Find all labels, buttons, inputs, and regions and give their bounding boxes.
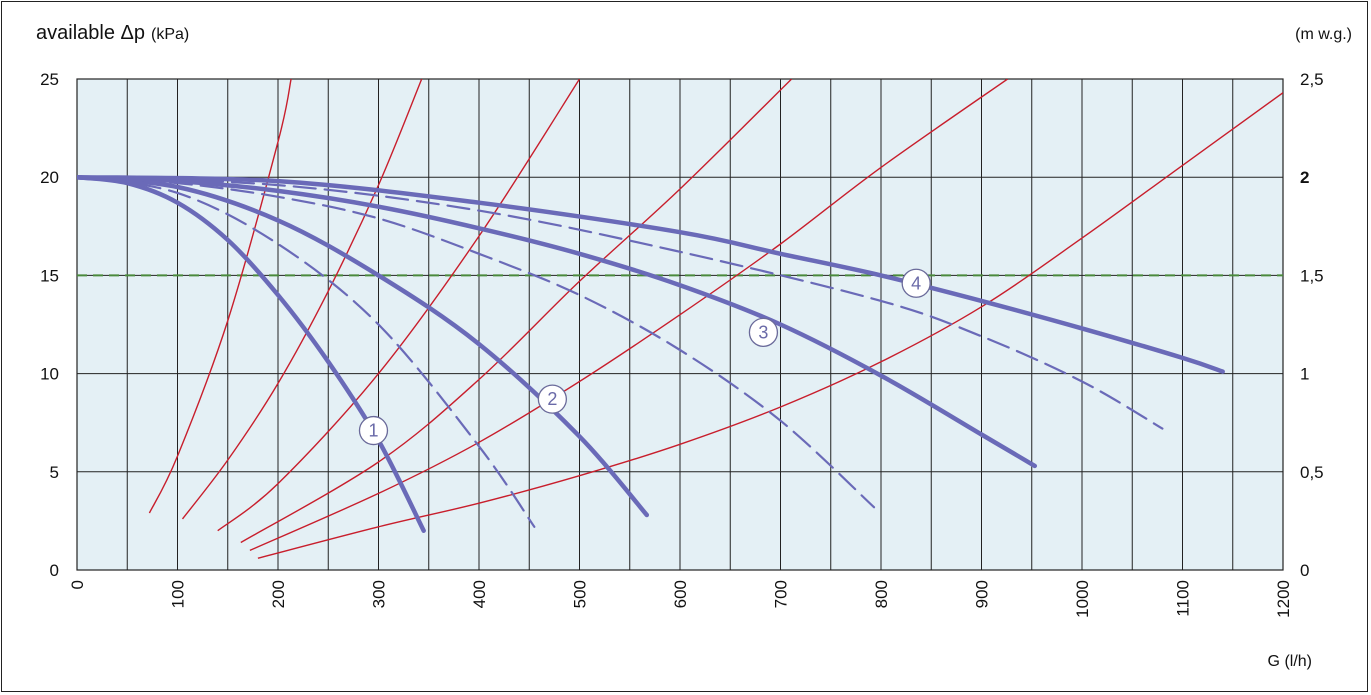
x-tick-label: 1200 (1274, 580, 1293, 618)
x-tick-label: 400 (470, 580, 489, 608)
system-curve (240, 79, 793, 544)
x-tick-label: 500 (571, 580, 590, 608)
y-tick-label-left: 10 (40, 365, 59, 384)
system-curve (257, 92, 1283, 559)
pump-curve-dashed (77, 176, 876, 509)
pump-curve-4 (77, 174, 1225, 374)
pump-curve-dashed (77, 176, 1164, 430)
pump-curve-3 (77, 174, 1038, 469)
curve-marker-label-1: 1 (368, 421, 378, 441)
y-tick-label-left: 25 (40, 70, 59, 89)
y-tick-label-right: 2,5 (1300, 70, 1324, 89)
chart-title-main: available Δp (36, 22, 145, 44)
chart-title-unit: (kPa) (151, 26, 189, 43)
pump-curve-dashed (77, 176, 536, 528)
curve-marker-2 (537, 384, 568, 414)
x-tick-label: 900 (973, 580, 992, 608)
curve-marker-label-4: 4 (911, 273, 921, 293)
x-tick-label: 1100 (1174, 580, 1193, 617)
y-tick-label-left: 15 (40, 266, 59, 285)
y-tick-label-right: 2 (1300, 168, 1309, 187)
x-tick-label: 600 (671, 580, 690, 608)
x-axis-label: G (l/h) (1268, 653, 1312, 670)
pump-curve-2 (77, 174, 650, 518)
y-tick-label-right: 0,5 (1300, 463, 1324, 482)
x-tick-label: 200 (269, 580, 288, 608)
x-tick-label: 100 (169, 580, 188, 608)
x-tick-label: 800 (872, 580, 891, 608)
y-tick-label-left: 0 (50, 561, 59, 580)
x-tick-label: 300 (370, 580, 389, 608)
x-tick-label: 700 (772, 580, 791, 608)
x-tick-label: 1000 (1073, 580, 1092, 618)
curve-marker-label-3: 3 (758, 322, 768, 342)
right-axis-unit-label: (m w.g.) (1295, 26, 1352, 43)
plot-border (76, 78, 1284, 571)
y-tick-label-right: 1 (1300, 365, 1309, 384)
x-tick-label: 0 (68, 580, 87, 589)
y-tick-label-left: 5 (50, 463, 59, 482)
system-curve (181, 79, 423, 520)
system-curve (148, 79, 292, 514)
chart-title: available Δp (kPa) (36, 22, 189, 44)
system-curve (217, 79, 581, 532)
system-curve (249, 79, 1009, 552)
y-tick-label-right: 0 (1300, 561, 1309, 580)
curve-marker-3 (748, 317, 779, 348)
curve-marker-1 (358, 415, 389, 446)
y-tick-label-right: 1,5 (1300, 266, 1324, 285)
curve-marker-label-2: 2 (547, 389, 557, 409)
y-tick-label-left: 20 (40, 168, 59, 187)
curve-marker-4 (901, 268, 931, 298)
